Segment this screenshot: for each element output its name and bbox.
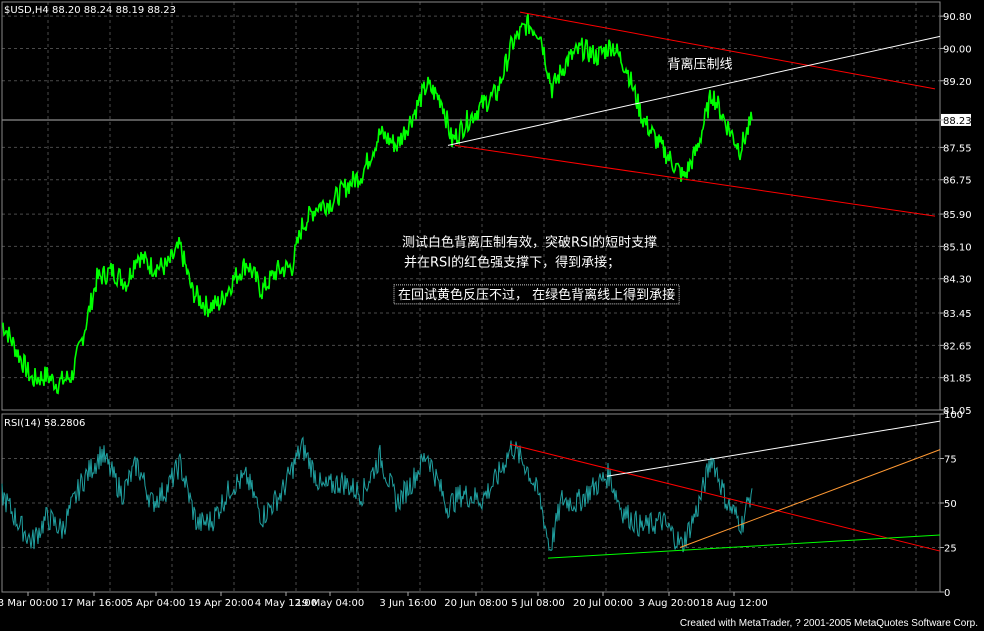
rsi-tick-label: 25: [944, 544, 957, 555]
price-trend-line: [454, 144, 936, 217]
annotation-box: [393, 284, 680, 305]
y-tick-label: 87.55: [943, 143, 972, 154]
rsi-tick-label: 50: [944, 499, 957, 510]
y-tick-label: 84.30: [943, 275, 972, 286]
rsi-line: [1, 436, 753, 553]
annotation-text: 并在RSI的红色强支撑下，得到承接；: [404, 255, 620, 271]
price-series: [2, 13, 753, 395]
y-tick-label: 85.10: [943, 242, 972, 253]
x-tick-label: 3 Mar 00:00: [0, 598, 58, 609]
y-tick-label: 89.20: [943, 77, 972, 88]
x-tick-label: 20 Jul 00:00: [573, 598, 633, 609]
grid: [2, 2, 940, 592]
y-tick-label: 81.85: [943, 374, 972, 385]
axes: 90.80 90.00 89.20 88.23 87.55 86.75 85.90 85.10…: [0, 1, 972, 609]
price-line: [2, 13, 753, 395]
y-tick-label: 86.75: [943, 176, 972, 187]
y-tick-label: 90.00: [943, 44, 972, 55]
x-tick-label: 3 Jun 16:00: [379, 598, 436, 609]
y-tick-label: 85.90: [943, 210, 972, 221]
x-tick-label: 18 Aug 12:00: [700, 598, 767, 609]
x-tick-label: 20 Jun 08:00: [444, 598, 508, 609]
annotation-text: 测试白色背离压制有效，突破RSI的短时支撑: [402, 234, 657, 250]
trend-lines: [447, 11, 941, 559]
x-tick-label: 4 May 12:00: [255, 598, 317, 609]
annotation-text: 在回试黄色反压不过， 在绿色背离线上得到承接: [398, 287, 675, 303]
rsi-tick-label: 75: [944, 455, 957, 466]
price-chart-title: $USD,H4 88.20 88.24 88.19 88.23: [4, 5, 176, 16]
current-price-box: [941, 113, 971, 126]
rsi-tick-label: 0: [944, 588, 950, 599]
x-tick-label: 19 May 04:00: [296, 598, 365, 609]
rsi-title: RSI(14) 58.2806: [4, 418, 85, 429]
rsi-trend-line: [679, 449, 941, 548]
y-tick-label: 82.65: [943, 341, 972, 352]
y-tick-label: 90.80: [943, 12, 972, 23]
rsi-tick-label: 100: [944, 410, 963, 421]
rsi-trend-line: [509, 443, 941, 552]
x-tick-label: 19 Apr 20:00: [188, 598, 253, 609]
rsi-trend-line: [547, 534, 941, 559]
price-trend-line: [447, 35, 941, 146]
x-tick-label: 17 Mar 16:00: [61, 598, 128, 609]
y-tick-label: 81.05: [943, 406, 972, 417]
price-panel-frame: [1, 1, 941, 411]
annotation-text: 背离压制线: [667, 57, 732, 73]
rsi-series: [1, 436, 753, 553]
y-tick-label: 88.23: [943, 116, 972, 127]
x-tick-label: 5 Jul 08:00: [511, 598, 565, 609]
rsi-trend-line: [606, 420, 941, 477]
x-tick-label: 3 Aug 20:00: [638, 598, 699, 609]
footer-credit: Created with MetaTrader, ? 2001-2005 Met…: [680, 618, 978, 629]
x-tick-label: 5 Apr 04:00: [127, 598, 186, 609]
labels: 背离压制线测试白色背离压制有效，突破RSI的短时支撑并在RSI的红色强支撑下，得…: [393, 57, 733, 305]
y-tick-label: 83.45: [943, 309, 972, 320]
price-trend-line: [519, 11, 936, 90]
